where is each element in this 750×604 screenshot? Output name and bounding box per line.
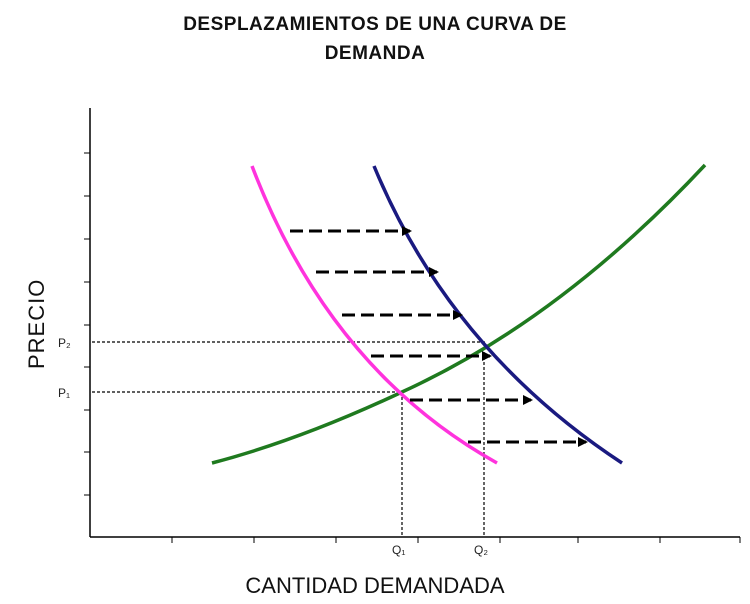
q2-label: Q₂	[474, 543, 488, 557]
chart-title-line-2: DEMANDA	[324, 43, 426, 64]
shifted-demand-curve	[372, 165, 623, 465]
x-axis-ticks	[171, 537, 741, 543]
x-axis-label: CANTIDAD DEMANDADA	[245, 573, 505, 598]
chart-title-line-1: DESPLAZAMIENTOS DE UNA CURVA DE	[183, 14, 567, 35]
supply-curve	[211, 163, 707, 465]
initial-demand-curve	[250, 165, 498, 465]
q1-label: Q₁	[392, 543, 405, 557]
y-axis-ticks	[84, 152, 90, 496]
demand-shift-arrows	[290, 226, 588, 447]
p2-label: P₂	[58, 336, 71, 350]
p1-label: P₁	[58, 386, 70, 400]
